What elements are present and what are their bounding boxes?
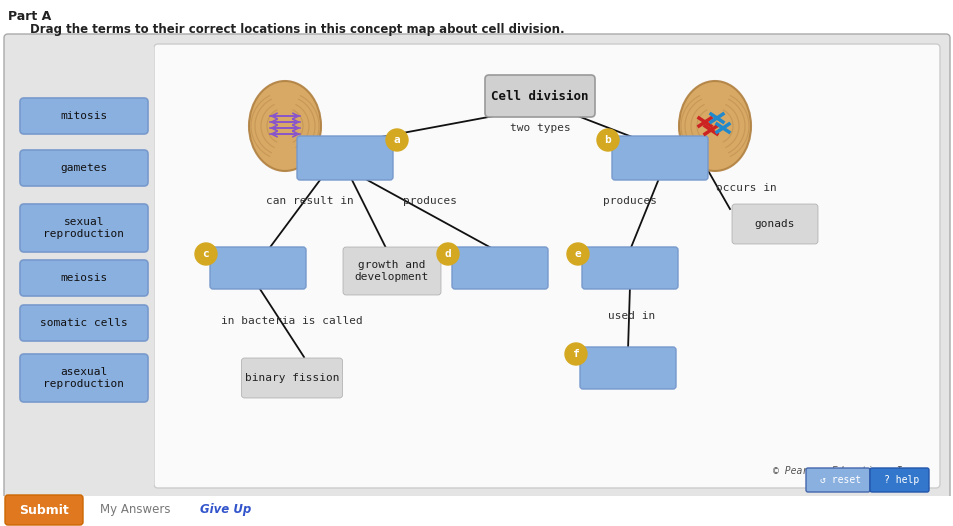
Circle shape xyxy=(597,129,618,151)
Text: Drag the terms to their correct locations in this concept map about cell divisio: Drag the terms to their correct location… xyxy=(30,23,564,36)
Text: Part A: Part A xyxy=(8,10,51,23)
Text: Give Up: Give Up xyxy=(200,503,251,517)
FancyBboxPatch shape xyxy=(20,260,148,296)
FancyBboxPatch shape xyxy=(343,247,440,295)
Text: e: e xyxy=(574,249,580,259)
FancyBboxPatch shape xyxy=(579,347,676,389)
Circle shape xyxy=(566,243,588,265)
Text: used in: used in xyxy=(608,311,655,321)
FancyBboxPatch shape xyxy=(20,354,148,402)
FancyBboxPatch shape xyxy=(0,496,953,526)
Circle shape xyxy=(436,243,458,265)
Text: ? help: ? help xyxy=(883,475,919,485)
Circle shape xyxy=(564,343,586,365)
Text: d: d xyxy=(444,249,451,259)
FancyBboxPatch shape xyxy=(20,204,148,252)
Text: growth and
development: growth and development xyxy=(355,260,429,282)
FancyBboxPatch shape xyxy=(210,247,306,289)
FancyBboxPatch shape xyxy=(484,75,595,117)
Text: in bacteria is called: in bacteria is called xyxy=(221,316,362,326)
Text: a: a xyxy=(394,135,400,145)
Text: produces: produces xyxy=(602,196,657,206)
FancyBboxPatch shape xyxy=(20,305,148,341)
Text: f: f xyxy=(572,349,578,359)
FancyBboxPatch shape xyxy=(731,204,817,244)
Circle shape xyxy=(194,243,216,265)
FancyBboxPatch shape xyxy=(14,44,153,488)
FancyBboxPatch shape xyxy=(153,44,939,488)
Circle shape xyxy=(386,129,408,151)
FancyBboxPatch shape xyxy=(20,98,148,134)
Text: occurs in: occurs in xyxy=(715,183,776,193)
FancyBboxPatch shape xyxy=(4,34,949,500)
FancyBboxPatch shape xyxy=(5,495,83,525)
Text: asexual
reproduction: asexual reproduction xyxy=(44,367,125,389)
Text: can result in: can result in xyxy=(266,196,354,206)
FancyBboxPatch shape xyxy=(241,358,342,398)
FancyBboxPatch shape xyxy=(581,247,678,289)
Text: gametes: gametes xyxy=(60,163,108,173)
Text: meiosis: meiosis xyxy=(60,273,108,283)
Ellipse shape xyxy=(249,81,320,171)
Text: c: c xyxy=(202,249,209,259)
Text: binary fission: binary fission xyxy=(245,373,339,383)
FancyBboxPatch shape xyxy=(20,150,148,186)
FancyBboxPatch shape xyxy=(452,247,547,289)
Text: sexual
reproduction: sexual reproduction xyxy=(44,217,125,239)
Text: gonads: gonads xyxy=(754,219,795,229)
Text: My Answers: My Answers xyxy=(100,503,171,517)
FancyBboxPatch shape xyxy=(869,468,928,492)
FancyBboxPatch shape xyxy=(805,468,869,492)
Text: produces: produces xyxy=(402,196,456,206)
FancyBboxPatch shape xyxy=(612,136,707,180)
Ellipse shape xyxy=(679,81,750,171)
Text: Submit: Submit xyxy=(19,503,69,517)
Text: two types: two types xyxy=(509,123,570,133)
Text: ↺ reset: ↺ reset xyxy=(820,475,861,485)
Text: © Pearson Education, Inc.: © Pearson Education, Inc. xyxy=(772,466,919,476)
FancyBboxPatch shape xyxy=(296,136,393,180)
Text: b: b xyxy=(604,135,611,145)
Text: Cell division: Cell division xyxy=(491,89,588,103)
Text: mitosis: mitosis xyxy=(60,111,108,121)
Text: somatic cells: somatic cells xyxy=(40,318,128,328)
